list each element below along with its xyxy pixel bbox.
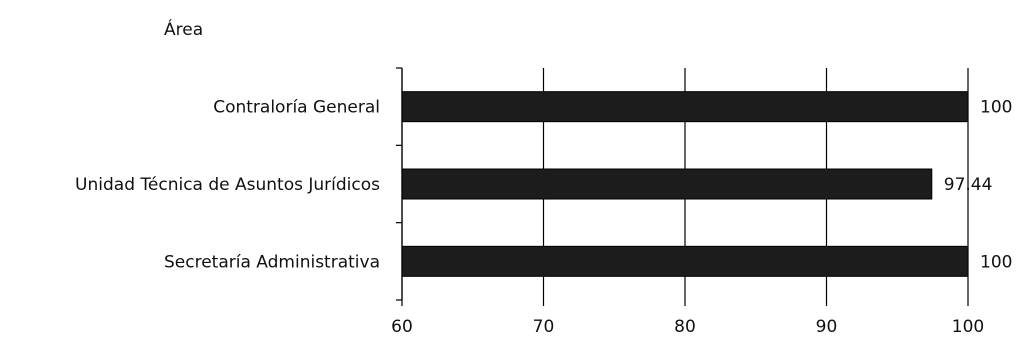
bar-1 <box>401 168 933 200</box>
category-label-1: Unidad Técnica de Asuntos Jurídicos <box>75 175 380 195</box>
bar-0 <box>401 91 969 123</box>
x-tick-label-70: 70 <box>533 317 555 337</box>
category-label-2: Secretaría Administrativa <box>164 252 380 272</box>
data-label-2: 100 <box>980 252 1012 272</box>
chart-title: Área <box>164 20 204 40</box>
x-tick-label-80: 80 <box>674 317 696 337</box>
x-tick-label-60: 60 <box>391 317 413 337</box>
x-tick-label-100: 100 <box>952 317 984 337</box>
data-label-0: 100 <box>980 98 1012 118</box>
bar-2 <box>401 245 969 277</box>
data-label-1: 97.44 <box>944 175 993 195</box>
labels: 60 70 80 90 100 Contraloría General 100 Unidad … <box>75 98 1012 337</box>
x-tick-label-90: 90 <box>816 317 838 337</box>
category-label-0: Contraloría General <box>213 98 380 118</box>
bars <box>401 91 969 277</box>
